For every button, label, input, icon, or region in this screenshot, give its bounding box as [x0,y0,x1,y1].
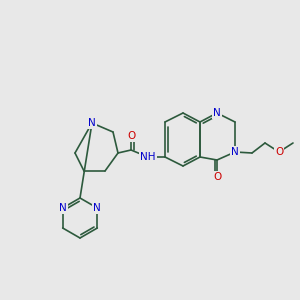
Text: N: N [59,203,67,213]
Text: N: N [88,118,96,128]
Text: O: O [275,147,283,157]
Text: NH: NH [140,152,156,162]
Text: O: O [213,172,221,182]
Text: N: N [213,108,221,118]
Text: N: N [231,147,239,157]
Text: N: N [93,203,101,213]
Text: O: O [127,131,135,141]
